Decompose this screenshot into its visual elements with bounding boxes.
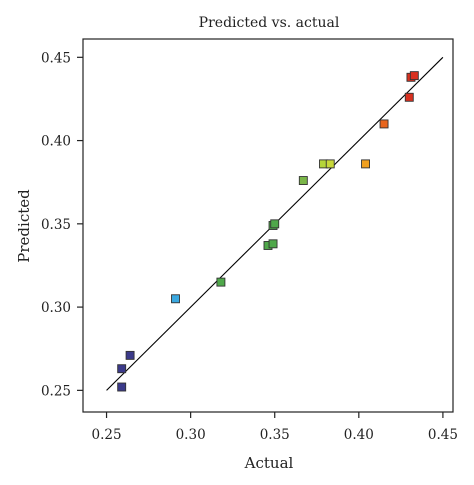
data-points (117, 71, 419, 392)
data-point (409, 71, 419, 81)
x-tick-label: 0.25 (92, 427, 122, 443)
x-axis-label: Actual (244, 454, 294, 472)
x-tick-label: 0.30 (176, 427, 206, 443)
x-tick-label: 0.45 (428, 427, 458, 443)
chart-title: Predicted vs. actual (199, 15, 340, 31)
y-tick-label: 0.35 (41, 217, 71, 233)
data-point (404, 92, 414, 102)
y-tick-label: 0.30 (41, 300, 71, 316)
data-point (216, 277, 226, 287)
data-point (361, 159, 370, 169)
data-point (117, 364, 127, 374)
data-point (117, 382, 127, 392)
data-point (298, 176, 308, 185)
x-tick-label: 0.35 (260, 427, 290, 443)
data-point (268, 239, 278, 249)
x-tick-label: 0.40 (344, 427, 374, 443)
x-axis: 0.25 0.30 0.35 0.40 0.45 (92, 412, 458, 443)
y-tick-label: 0.25 (41, 383, 71, 399)
data-point (125, 350, 135, 360)
y-tick-label: 0.40 (41, 134, 71, 150)
data-point (325, 159, 335, 169)
y-axis: 0.25 0.30 0.35 0.40 0.45 (41, 50, 83, 399)
data-point (379, 119, 389, 129)
y-tick-label: 0.45 (41, 50, 71, 66)
data-point (171, 294, 180, 304)
plot-frame (82, 38, 454, 413)
y-axis-label: Predicted (15, 189, 33, 263)
data-point (270, 219, 280, 229)
